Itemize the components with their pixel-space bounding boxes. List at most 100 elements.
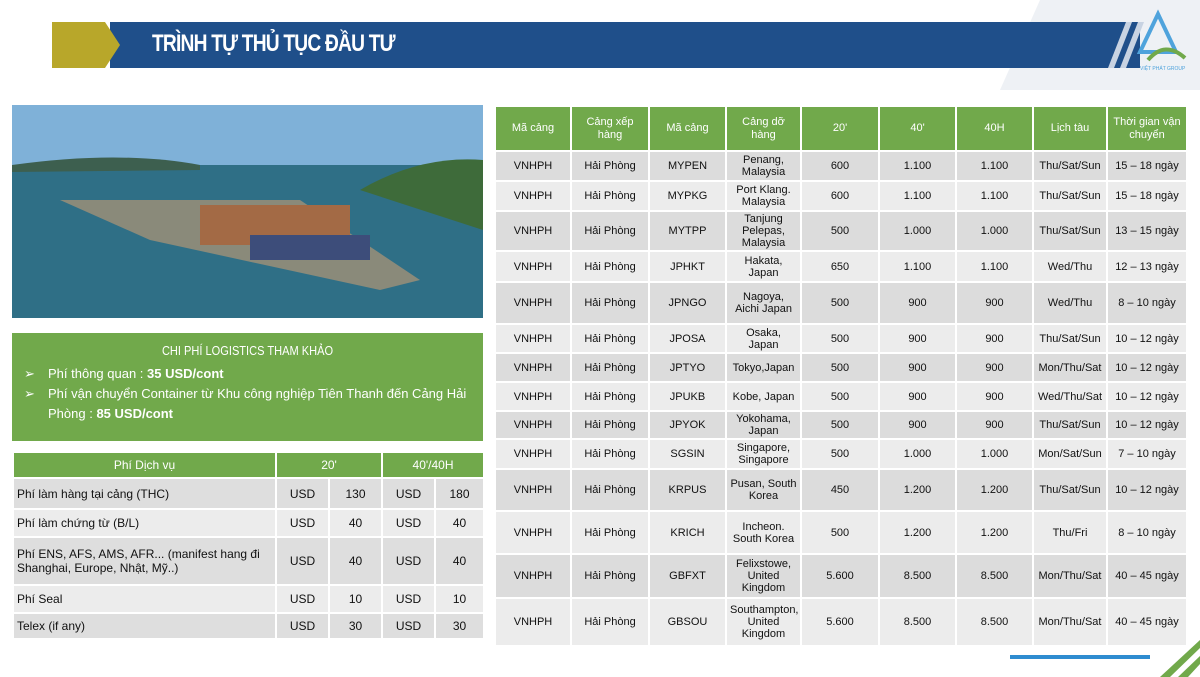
fee-cell: 40 <box>434 536 486 586</box>
route-cell: Hải Phòng <box>570 150 650 182</box>
header-cell: Phí Dịch vụ <box>12 451 277 479</box>
route-cell: Tanjung Pelepas, Malaysia <box>725 210 802 252</box>
route-cell: Southampton, United Kingdom <box>725 597 802 647</box>
route-cell: Thu/Sat/Sun <box>1032 468 1108 512</box>
route-cell: SGSIN <box>648 438 727 470</box>
header-cell: Cảng dỡ hàng <box>725 105 802 152</box>
route-cell: 900 <box>955 281 1034 325</box>
fee-cell: Phí Seal <box>12 584 277 614</box>
route-cell: VNHPH <box>494 510 572 555</box>
route-cell: 500 <box>800 323 880 354</box>
route-row: VNHPH Hải Phòng JPTYO Tokyo,Japan 500 900 900 M… <box>494 352 1188 383</box>
fee-cell: 10 <box>434 584 486 614</box>
route-row: VNHPH Hải Phòng KRICH Incheon. South Korea 5… <box>494 510 1188 555</box>
route-cell: Port Klang. Malaysia <box>725 180 802 212</box>
route-row: VNHPH Hải Phòng SGSIN Singapore, Singapore 5… <box>494 438 1188 470</box>
route-cell: VNHPH <box>494 352 572 383</box>
route-cell: VNHPH <box>494 468 572 512</box>
route-table: Mã cảng Cảng xếp hàng Mã cảng Cảng dỡ hàng 2… <box>494 105 1188 647</box>
route-cell: 13 – 15 ngày <box>1106 210 1188 252</box>
route-cell: JPNGO <box>648 281 727 325</box>
header-cell: Thời gian vận chuyển <box>1106 105 1188 152</box>
route-cell: MYPKG <box>648 180 727 212</box>
fee-cell: USD <box>381 536 437 586</box>
route-cell: Singapore, Singapore <box>725 438 802 470</box>
route-cell: 1.000 <box>955 210 1034 252</box>
route-cell: VNHPH <box>494 381 572 412</box>
route-cell: 1.100 <box>955 250 1034 283</box>
route-cell: 500 <box>800 281 880 325</box>
route-cell: VNHPH <box>494 410 572 440</box>
fee-table: Phí Dịch vụ 20' 40'/40H Phí làm hàng tại cả… <box>12 451 486 640</box>
fee-cell: Phí làm hàng tại cảng (THC) <box>12 477 277 510</box>
fee-cell: 40 <box>327 536 384 586</box>
fee-cell: USD <box>275 536 330 586</box>
route-cell: Nagoya, Aichi Japan <box>725 281 802 325</box>
fee-cell: 40 <box>327 508 384 538</box>
fee-row: Phí làm chứng từ (B/L) USD 40 USD 40 <box>12 508 486 538</box>
fee-cell: 130 <box>327 477 384 510</box>
logo-text: VIỆT PHÁT GROUP <box>1140 66 1186 72</box>
route-cell: VNHPH <box>494 210 572 252</box>
route-cell: 7 – 10 ngày <box>1106 438 1188 470</box>
route-cell: 900 <box>878 281 957 325</box>
route-cell: 900 <box>955 323 1034 354</box>
route-cell: Tokyo,Japan <box>725 352 802 383</box>
route-cell: Hải Phòng <box>570 381 650 412</box>
route-cell: KRPUS <box>648 468 727 512</box>
fee-cell: 40 <box>434 508 486 538</box>
route-cell: 900 <box>878 323 957 354</box>
fee-cell: USD <box>275 584 330 614</box>
route-cell: 40 – 45 ngày <box>1106 553 1188 599</box>
fee-cell: Telex (if any) <box>12 612 277 640</box>
route-row: VNHPH Hải Phòng MYPEN Penang, Malaysia 600 1.… <box>494 150 1188 182</box>
fee-row: Telex (if any) USD 30 USD 30 <box>12 612 486 640</box>
fee-row: Phí ENS, AFS, AMS, AFR... (manifest hang… <box>12 536 486 586</box>
route-cell: Thu/Sat/Sun <box>1032 180 1108 212</box>
route-cell: Mon/Thu/Sat <box>1032 352 1108 383</box>
route-cell: VNHPH <box>494 281 572 325</box>
route-cell: 500 <box>800 381 880 412</box>
cost-item: Phí vận chuyển Container từ Khu công ngh… <box>24 384 471 424</box>
route-cell: Hải Phòng <box>570 510 650 555</box>
fee-cell: USD <box>381 584 437 614</box>
route-cell: Felixstowe, United Kingdom <box>725 553 802 599</box>
route-cell: 1.100 <box>955 150 1034 182</box>
route-cell: Mon/Thu/Sat <box>1032 597 1108 647</box>
route-cell: 10 – 12 ngày <box>1106 468 1188 512</box>
route-cell: 1.000 <box>878 438 957 470</box>
route-row: VNHPH Hải Phòng GBFXT Felixstowe, United Ki… <box>494 553 1188 599</box>
route-cell: Thu/Sat/Sun <box>1032 210 1108 252</box>
cost-value: 35 USD/cont <box>147 366 224 381</box>
fee-cell: USD <box>275 508 330 538</box>
cost-title: CHI PHÍ LOGISTICS THAM KHẢO <box>161 343 334 358</box>
route-cell: VNHPH <box>494 250 572 283</box>
route-cell: Hải Phòng <box>570 438 650 470</box>
fee-cell: 30 <box>434 612 486 640</box>
header-cell: 20' <box>274 451 384 479</box>
route-cell: VNHPH <box>494 597 572 647</box>
route-cell: Hải Phòng <box>570 210 650 252</box>
route-cell: MYTPP <box>648 210 727 252</box>
header-cell: 20' <box>800 105 880 152</box>
route-cell: Mon/Thu/Sat <box>1032 553 1108 599</box>
route-cell: VNHPH <box>494 438 572 470</box>
header-row: Mã cảng Cảng xếp hàng Mã cảng Cảng dỡ hàng 2… <box>494 105 1188 152</box>
route-cell: JPHKT <box>648 250 727 283</box>
route-cell: Wed/Thu/Sat <box>1032 381 1108 412</box>
header-cell: 40H <box>955 105 1034 152</box>
route-cell: Osaka, Japan <box>725 323 802 354</box>
route-row: VNHPH Hải Phòng GBSOU Southampton, United K… <box>494 597 1188 647</box>
route-cell: Hải Phòng <box>570 323 650 354</box>
cost-value: 85 USD/cont <box>96 406 174 421</box>
route-cell: 1.200 <box>955 468 1034 512</box>
route-cell: Thu/Sat/Sun <box>1032 323 1108 354</box>
route-cell: Hải Phòng <box>570 180 650 212</box>
fee-cell: 10 <box>327 584 384 614</box>
route-cell: JPTYO <box>648 352 727 383</box>
route-cell: 10 – 12 ngày <box>1106 323 1188 354</box>
route-cell: 10 – 12 ngày <box>1106 410 1188 440</box>
